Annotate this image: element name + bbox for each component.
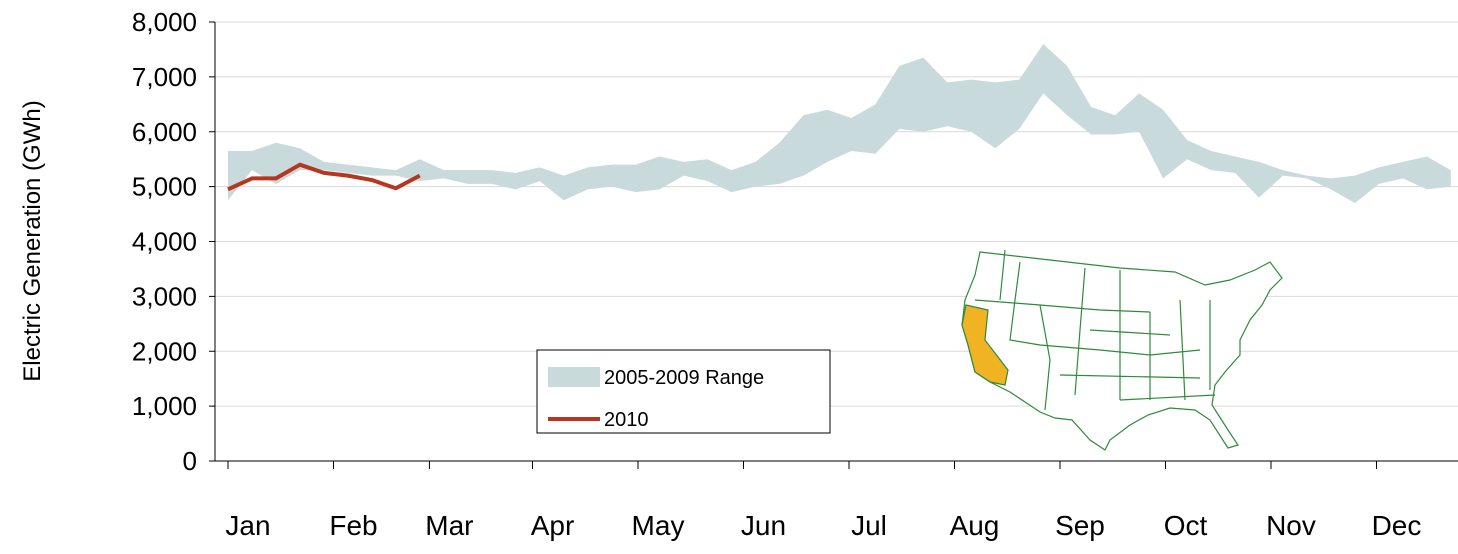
y-tick-label: 6,000 [132,117,197,147]
x-tick-label: Aug [950,510,1000,541]
x-tick-label: Nov [1266,510,1316,541]
y-tick-label: 0 [183,446,197,476]
state-lines [974,249,1216,411]
y-tick-label: 1,000 [132,391,197,421]
us-map [961,249,1283,451]
y-axis-label: Electric Generation (GWh) [19,100,46,381]
x-tick-label: Jan [225,510,270,541]
y-tick-label: 3,000 [132,281,197,311]
grid: 0 1,000 2,000 3,000 4,000 5,000 6,000 7,000 8,00… [132,7,1458,541]
legend-label: 2010 [604,409,649,431]
line-2010 [227,162,421,192]
y-tick-label: 7,000 [132,62,197,92]
us-outline [961,251,1283,451]
x-tick-label: Sep [1055,510,1105,541]
x-tick-label: Jul [851,510,887,541]
range-band [228,43,1451,204]
x-tick-label: May [632,510,685,541]
california [961,304,1009,386]
x-tick-label: Feb [329,510,377,541]
legend-label: 2005-2009 Range [604,367,764,389]
legend: 2005-2009 Range 2010 [536,349,831,434]
y-tick-label: 2,000 [132,336,197,366]
x-tick-label: Mar [425,510,473,541]
x-tick-label: Oct [1164,510,1208,541]
x-tick-label: Dec [1372,510,1422,541]
y-tick-label: 8,000 [132,7,197,37]
x-tick-label: Jun [741,510,786,541]
y-tick-label: 5,000 [132,172,197,202]
legend-swatch [548,367,600,387]
x-tick-label: Apr [531,510,575,541]
y-tick-label: 4,000 [132,227,197,257]
